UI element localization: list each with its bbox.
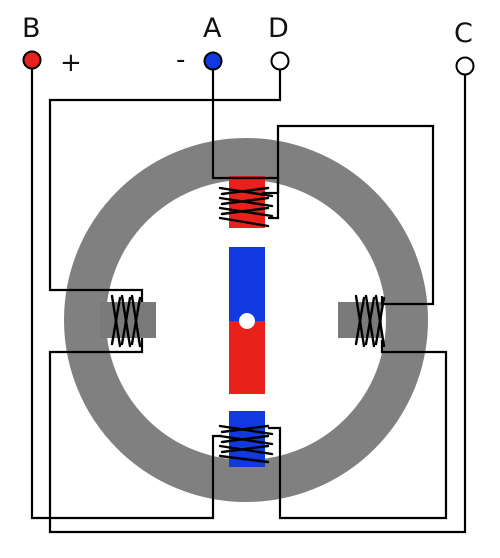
terminal-c: [455, 56, 475, 76]
terminal-d: [270, 51, 290, 71]
rotor-north-half: [229, 321, 265, 394]
terminal-b-label: B: [22, 13, 41, 44]
wire-bottom-coil-b: [30, 66, 222, 520]
stator-ring: [64, 138, 428, 502]
left-coil-winding: [110, 294, 142, 348]
rotor-south-half: [229, 247, 265, 321]
terminal-a-polarity: -: [176, 45, 185, 75]
right-coil-winding: [354, 294, 386, 348]
terminal-d-label: D: [268, 13, 289, 44]
wire-right-to-bottom-coil: [268, 340, 448, 520]
rotor-shaft: [239, 313, 255, 329]
terminal-a: [203, 51, 223, 71]
wire-d-left-coil: [48, 68, 282, 302]
terminal-b: [22, 50, 42, 70]
terminal-a-label: A: [203, 13, 222, 44]
wire-left-coil-c: [48, 72, 467, 534]
top-coil-winding: [218, 186, 274, 228]
bottom-coil-winding: [218, 424, 274, 464]
terminal-c-label: C: [454, 18, 473, 49]
terminal-b-polarity: +: [60, 48, 82, 78]
